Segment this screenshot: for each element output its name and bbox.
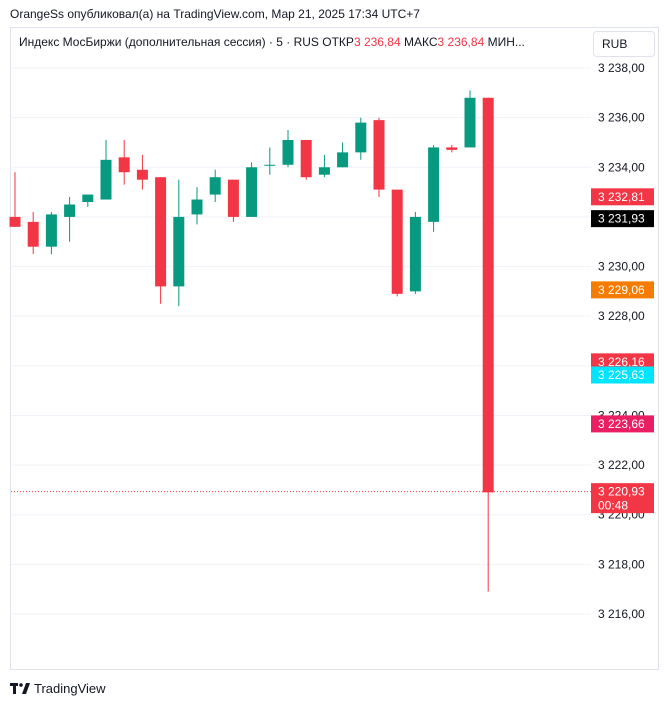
symbol-legend: Индекс МосБиржи (дополнительная сессия) … [19,35,525,49]
high-label: МАКС [404,35,438,49]
candle-body [446,147,458,150]
candle-body [9,216,21,227]
price-badge-label: 3 229,06 [598,283,645,297]
candle-body [100,159,112,200]
candle-body [191,199,203,215]
price-badge-label: 3 232,81 [598,190,645,204]
high-value: 3 236,84 [437,35,485,49]
candle-body [227,179,239,217]
tradingview-footer: TradingView [10,681,106,696]
y-tick-label: 3 218,00 [598,557,645,571]
tradingview-logo-icon [10,682,30,694]
candle-body [264,164,276,166]
candle-body [173,216,185,287]
price-badge-label: 3 225,63 [598,368,645,382]
price-badge [591,210,654,228]
candle-body [118,157,130,173]
candle-body [428,147,440,222]
open-label: ОТКР [322,35,354,49]
candle-body [282,139,294,165]
open-value: 3 236,84 [353,35,401,49]
y-tick-label: 3 222,00 [598,458,645,472]
candle-body [27,221,39,247]
candle-body [337,152,349,168]
price-badge-label: 3 226,16 [598,355,645,369]
y-tick-label: 3 234,00 [598,160,645,174]
y-tick-label: 3 216,00 [598,607,645,621]
candle-body [209,177,221,195]
candle-body [355,122,367,153]
chart-frame [10,27,659,670]
candle-body [464,97,476,148]
candle-body [318,167,330,175]
candle-body [409,216,421,292]
y-tick-label: 3 238,00 [598,61,645,75]
y-tick-label: 3 228,00 [598,309,645,323]
price-badge [591,366,654,384]
price-badge [591,281,654,299]
candle-body [246,167,258,217]
price-badge [591,415,654,433]
price-badge [591,188,654,206]
price-badge [591,483,654,514]
price-badge-label: 3 223,66 [598,417,645,431]
price-badge [591,353,654,371]
candle-body [373,120,385,190]
symbol-title: Индекс МосБиржи (дополнительная сессия) … [19,35,319,49]
y-tick-label: 3 236,00 [598,111,645,125]
candle-body [82,194,94,203]
candle-body [155,177,167,287]
candle-body [391,189,403,294]
candle-body [136,169,148,180]
candle-body [482,97,494,493]
candle-body [64,204,76,217]
low-label: МИН... [487,35,525,49]
y-tick-label: 3 230,00 [598,260,645,274]
candle-body [45,214,57,247]
price-badge-label: 3 231,93 [598,212,645,226]
currency-button[interactable]: RUB [593,31,655,57]
candle-body [300,139,312,178]
price-badge-label: 3 220,93 [598,485,645,499]
footer-brand: TradingView [34,681,106,696]
publication-header: OrangeSs опубликовал(а) на TradingView.c… [10,7,420,21]
price-badge-countdown: 00:48 [598,499,628,513]
